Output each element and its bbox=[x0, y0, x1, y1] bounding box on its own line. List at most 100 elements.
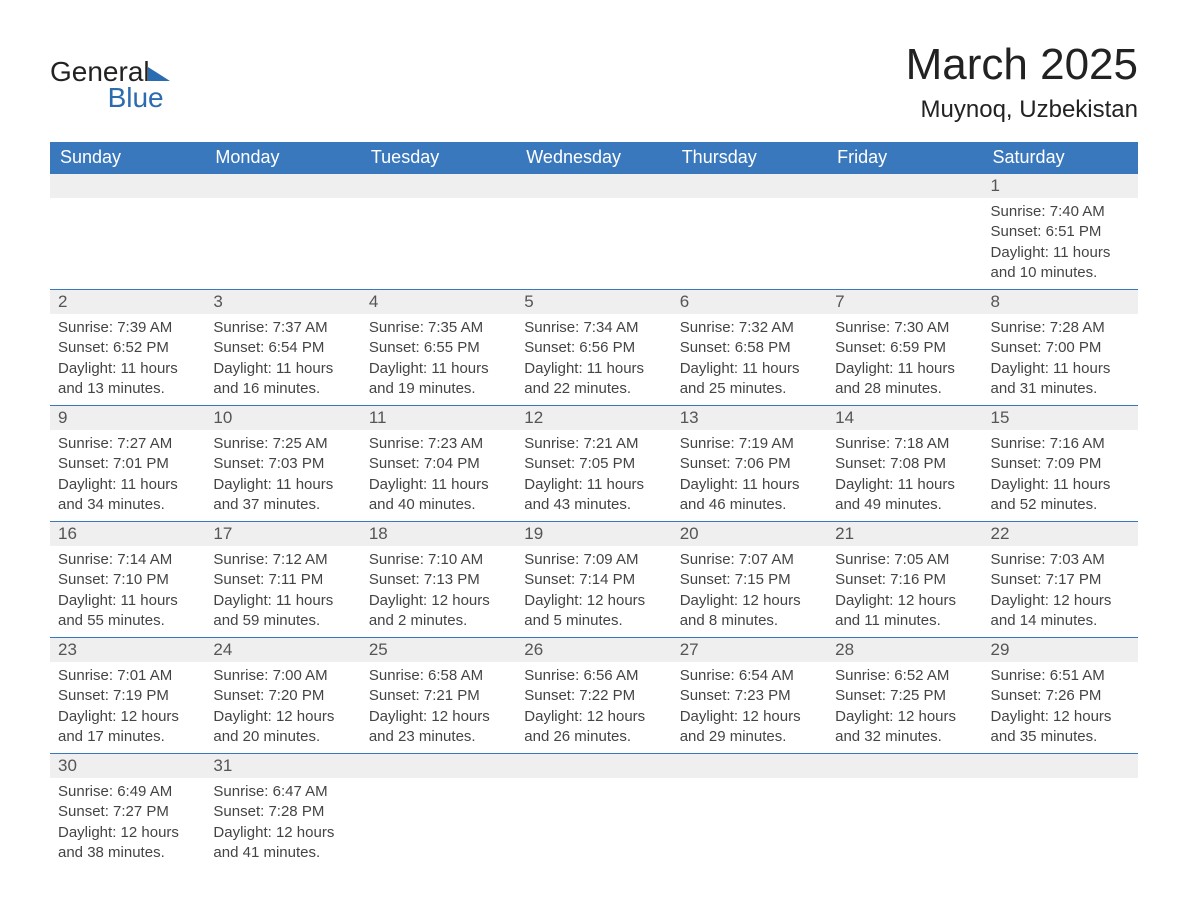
calendar-cell: 16Sunrise: 7:14 AMSunset: 7:10 PMDayligh… bbox=[50, 522, 205, 638]
day-data: Sunrise: 7:21 AMSunset: 7:05 PMDaylight:… bbox=[516, 430, 671, 521]
calendar-cell: 30Sunrise: 6:49 AMSunset: 7:27 PMDayligh… bbox=[50, 754, 205, 870]
calendar-cell: 17Sunrise: 7:12 AMSunset: 7:11 PMDayligh… bbox=[205, 522, 360, 638]
calendar-cell: 14Sunrise: 7:18 AMSunset: 7:08 PMDayligh… bbox=[827, 406, 982, 522]
weekday-header: Monday bbox=[205, 142, 360, 174]
calendar-cell: 10Sunrise: 7:25 AMSunset: 7:03 PMDayligh… bbox=[205, 406, 360, 522]
day-number: 1 bbox=[983, 174, 1138, 198]
day-data bbox=[827, 778, 982, 808]
weekday-header: Saturday bbox=[983, 142, 1138, 174]
day-number: 2 bbox=[50, 290, 205, 314]
day-number bbox=[672, 174, 827, 198]
calendar-cell: 9Sunrise: 7:27 AMSunset: 7:01 PMDaylight… bbox=[50, 406, 205, 522]
day-data: Sunrise: 7:12 AMSunset: 7:11 PMDaylight:… bbox=[205, 546, 360, 637]
calendar-cell: 25Sunrise: 6:58 AMSunset: 7:21 PMDayligh… bbox=[361, 638, 516, 754]
day-number: 7 bbox=[827, 290, 982, 314]
weekday-header: Thursday bbox=[672, 142, 827, 174]
calendar-cell bbox=[50, 174, 205, 290]
day-data: Sunrise: 7:00 AMSunset: 7:20 PMDaylight:… bbox=[205, 662, 360, 753]
day-data: Sunrise: 7:39 AMSunset: 6:52 PMDaylight:… bbox=[50, 314, 205, 405]
day-data: Sunrise: 7:37 AMSunset: 6:54 PMDaylight:… bbox=[205, 314, 360, 405]
calendar-cell: 21Sunrise: 7:05 AMSunset: 7:16 PMDayligh… bbox=[827, 522, 982, 638]
calendar-cell bbox=[516, 754, 671, 870]
month-title: March 2025 bbox=[906, 40, 1138, 90]
calendar-cell bbox=[361, 754, 516, 870]
day-data: Sunrise: 7:23 AMSunset: 7:04 PMDaylight:… bbox=[361, 430, 516, 521]
calendar-cell bbox=[827, 174, 982, 290]
day-data: Sunrise: 7:03 AMSunset: 7:17 PMDaylight:… bbox=[983, 546, 1138, 637]
day-data: Sunrise: 7:05 AMSunset: 7:16 PMDaylight:… bbox=[827, 546, 982, 637]
calendar-cell: 27Sunrise: 6:54 AMSunset: 7:23 PMDayligh… bbox=[672, 638, 827, 754]
day-number bbox=[516, 174, 671, 198]
day-data: Sunrise: 6:56 AMSunset: 7:22 PMDaylight:… bbox=[516, 662, 671, 753]
day-number: 27 bbox=[672, 638, 827, 662]
day-data: Sunrise: 7:07 AMSunset: 7:15 PMDaylight:… bbox=[672, 546, 827, 637]
day-data bbox=[827, 198, 982, 228]
day-data: Sunrise: 6:47 AMSunset: 7:28 PMDaylight:… bbox=[205, 778, 360, 869]
day-data: Sunrise: 7:01 AMSunset: 7:19 PMDaylight:… bbox=[50, 662, 205, 753]
day-data: Sunrise: 6:58 AMSunset: 7:21 PMDaylight:… bbox=[361, 662, 516, 753]
day-number: 23 bbox=[50, 638, 205, 662]
day-number: 30 bbox=[50, 754, 205, 778]
calendar-cell: 1Sunrise: 7:40 AMSunset: 6:51 PMDaylight… bbox=[983, 174, 1138, 290]
day-number: 8 bbox=[983, 290, 1138, 314]
day-data: Sunrise: 7:32 AMSunset: 6:58 PMDaylight:… bbox=[672, 314, 827, 405]
calendar-cell: 31Sunrise: 6:47 AMSunset: 7:28 PMDayligh… bbox=[205, 754, 360, 870]
calendar-cell: 5Sunrise: 7:34 AMSunset: 6:56 PMDaylight… bbox=[516, 290, 671, 406]
day-number: 9 bbox=[50, 406, 205, 430]
day-number: 16 bbox=[50, 522, 205, 546]
day-number: 11 bbox=[361, 406, 516, 430]
calendar-cell: 26Sunrise: 6:56 AMSunset: 7:22 PMDayligh… bbox=[516, 638, 671, 754]
calendar-cell: 18Sunrise: 7:10 AMSunset: 7:13 PMDayligh… bbox=[361, 522, 516, 638]
page-header: General Blue March 2025 Muynoq, Uzbekist… bbox=[50, 40, 1138, 124]
day-number: 13 bbox=[672, 406, 827, 430]
day-data: Sunrise: 7:14 AMSunset: 7:10 PMDaylight:… bbox=[50, 546, 205, 637]
day-data bbox=[672, 778, 827, 808]
day-number: 3 bbox=[205, 290, 360, 314]
day-number: 6 bbox=[672, 290, 827, 314]
day-data: Sunrise: 7:16 AMSunset: 7:09 PMDaylight:… bbox=[983, 430, 1138, 521]
calendar-cell bbox=[672, 754, 827, 870]
day-data bbox=[516, 198, 671, 228]
day-data: Sunrise: 6:49 AMSunset: 7:27 PMDaylight:… bbox=[50, 778, 205, 869]
day-number: 28 bbox=[827, 638, 982, 662]
day-number: 24 bbox=[205, 638, 360, 662]
calendar-cell: 13Sunrise: 7:19 AMSunset: 7:06 PMDayligh… bbox=[672, 406, 827, 522]
day-number bbox=[361, 174, 516, 198]
day-data: Sunrise: 6:52 AMSunset: 7:25 PMDaylight:… bbox=[827, 662, 982, 753]
day-number: 25 bbox=[361, 638, 516, 662]
calendar-cell: 19Sunrise: 7:09 AMSunset: 7:14 PMDayligh… bbox=[516, 522, 671, 638]
day-data bbox=[672, 198, 827, 228]
day-data bbox=[361, 198, 516, 228]
calendar-cell: 7Sunrise: 7:30 AMSunset: 6:59 PMDaylight… bbox=[827, 290, 982, 406]
day-number bbox=[516, 754, 671, 778]
calendar-cell: 23Sunrise: 7:01 AMSunset: 7:19 PMDayligh… bbox=[50, 638, 205, 754]
day-data: Sunrise: 6:51 AMSunset: 7:26 PMDaylight:… bbox=[983, 662, 1138, 753]
day-number bbox=[827, 754, 982, 778]
day-number bbox=[361, 754, 516, 778]
day-data: Sunrise: 7:18 AMSunset: 7:08 PMDaylight:… bbox=[827, 430, 982, 521]
calendar-cell: 6Sunrise: 7:32 AMSunset: 6:58 PMDaylight… bbox=[672, 290, 827, 406]
brand-logo: General Blue bbox=[50, 58, 170, 114]
calendar-cell: 4Sunrise: 7:35 AMSunset: 6:55 PMDaylight… bbox=[361, 290, 516, 406]
day-number: 17 bbox=[205, 522, 360, 546]
calendar-cell bbox=[361, 174, 516, 290]
day-number: 22 bbox=[983, 522, 1138, 546]
day-number bbox=[50, 174, 205, 198]
day-number: 31 bbox=[205, 754, 360, 778]
day-number: 4 bbox=[361, 290, 516, 314]
day-number: 18 bbox=[361, 522, 516, 546]
calendar-cell: 12Sunrise: 7:21 AMSunset: 7:05 PMDayligh… bbox=[516, 406, 671, 522]
calendar-cell: 3Sunrise: 7:37 AMSunset: 6:54 PMDaylight… bbox=[205, 290, 360, 406]
day-number: 12 bbox=[516, 406, 671, 430]
day-data bbox=[50, 198, 205, 228]
calendar-table: SundayMondayTuesdayWednesdayThursdayFrid… bbox=[50, 142, 1138, 869]
weekday-header: Friday bbox=[827, 142, 982, 174]
location-subtitle: Muynoq, Uzbekistan bbox=[906, 96, 1138, 124]
day-number: 15 bbox=[983, 406, 1138, 430]
day-data bbox=[983, 778, 1138, 808]
calendar-cell bbox=[205, 174, 360, 290]
calendar-cell: 24Sunrise: 7:00 AMSunset: 7:20 PMDayligh… bbox=[205, 638, 360, 754]
day-data: Sunrise: 7:09 AMSunset: 7:14 PMDaylight:… bbox=[516, 546, 671, 637]
day-number bbox=[827, 174, 982, 198]
day-data bbox=[516, 778, 671, 808]
